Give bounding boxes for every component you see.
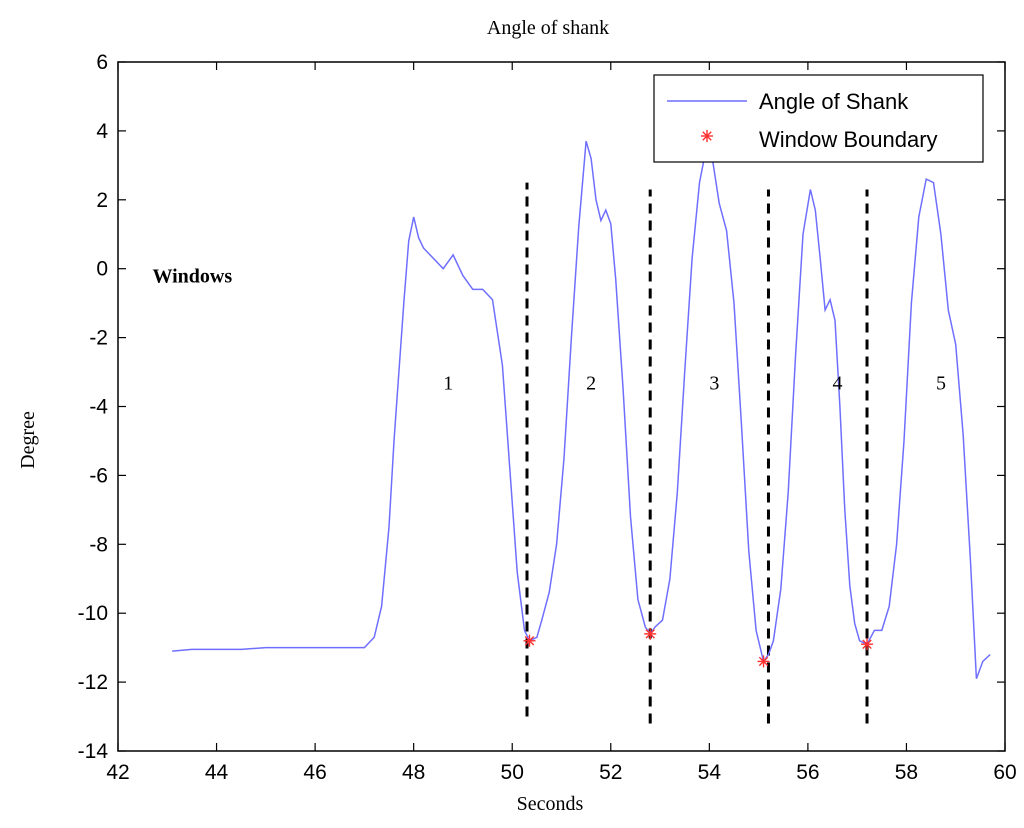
legend-box bbox=[653, 74, 984, 163]
y-tick-label: 4 bbox=[96, 120, 108, 143]
y-tick-label: 2 bbox=[96, 189, 108, 212]
window-boundary-markers bbox=[523, 627, 874, 668]
window-boundary-point bbox=[644, 627, 657, 640]
legend: Angle of Shank Window Boundary bbox=[653, 74, 984, 163]
x-tick-label: 50 bbox=[501, 761, 524, 784]
legend-entry-angle-of-shank: Angle of Shank bbox=[759, 89, 909, 114]
annotations: Windows 1 2 3 4 5 bbox=[152, 265, 946, 394]
legend-star bbox=[701, 130, 713, 142]
legend-star-swatch bbox=[701, 130, 713, 142]
y-tick-label: -10 bbox=[78, 602, 108, 625]
star-stroke bbox=[862, 639, 872, 649]
y-tick-label: 0 bbox=[96, 258, 108, 281]
y-tick-label: 6 bbox=[96, 51, 108, 74]
x-tick-label: 42 bbox=[106, 761, 129, 784]
window-number-label: 2 bbox=[586, 372, 596, 394]
plot-area-frame bbox=[117, 61, 1006, 752]
x-tick-label: 58 bbox=[895, 761, 918, 784]
x-tick-label: 56 bbox=[796, 761, 819, 784]
window-number-label: 5 bbox=[936, 372, 946, 394]
y-axis-label: Degree bbox=[17, 411, 39, 469]
window-boundary-point bbox=[523, 634, 536, 647]
x-tick-label: 46 bbox=[303, 761, 326, 784]
star-stroke bbox=[758, 656, 769, 667]
y-tick-label: -8 bbox=[89, 533, 108, 556]
star-stroke bbox=[524, 636, 535, 646]
window-number-label: 4 bbox=[833, 372, 843, 394]
y-tick-label: -2 bbox=[89, 327, 108, 350]
window-boundary-point bbox=[861, 638, 874, 651]
y-tick-label: -6 bbox=[89, 464, 108, 487]
star-stroke bbox=[645, 629, 655, 639]
x-tick-label: 48 bbox=[402, 761, 425, 784]
window-number-label: 1 bbox=[443, 372, 453, 394]
window-number-label: 3 bbox=[709, 372, 719, 394]
x-tick-label: 54 bbox=[698, 761, 722, 784]
star-stroke bbox=[702, 131, 712, 141]
y-tick-label: -12 bbox=[78, 671, 108, 694]
angle-of-shank-line bbox=[172, 140, 991, 679]
y-tick-label: -4 bbox=[89, 396, 108, 419]
x-tick-label: 44 bbox=[205, 761, 229, 784]
x-tick-label: 52 bbox=[599, 761, 622, 784]
y-axis: -14 -12 -10 -8 -6 -4 -2 0 2 4 6 bbox=[78, 51, 1005, 763]
y-tick-label: -14 bbox=[78, 740, 109, 763]
windows-annotation: Windows bbox=[152, 265, 232, 287]
x-tick-label: 60 bbox=[993, 761, 1016, 784]
x-axis-label: Seconds bbox=[517, 793, 584, 815]
legend-entry-window-boundary: Window Boundary bbox=[759, 127, 938, 152]
x-axis: 42 44 46 48 50 52 54 56 58 60 bbox=[106, 62, 1017, 784]
chart-title: Angle of shank bbox=[487, 17, 609, 39]
window-boundary-point bbox=[757, 655, 770, 668]
